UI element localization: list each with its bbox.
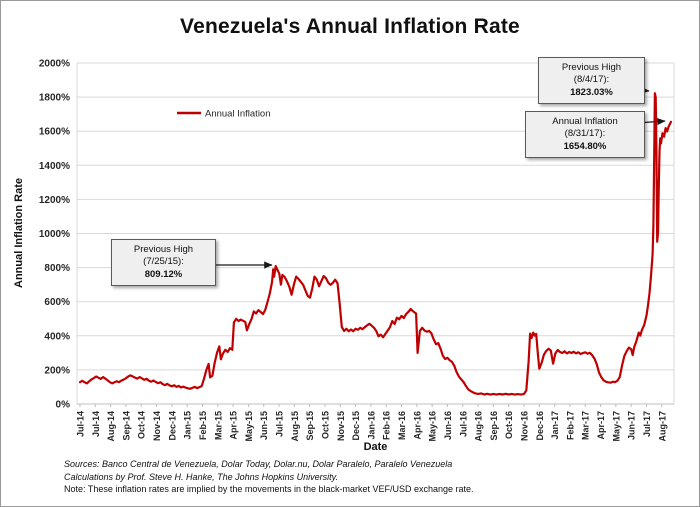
y-tick-label: 1400% — [39, 161, 70, 172]
x-tick-label: Mar-15 — [213, 411, 223, 440]
y-tick-label: 1800% — [39, 93, 70, 104]
x-tick-label: Apr-15 — [229, 411, 239, 440]
x-axis-title: Date — [363, 441, 388, 453]
x-tick-label: Mar-16 — [397, 411, 407, 440]
x-tick-label: Feb-15 — [198, 411, 208, 440]
inflation-line-series — [78, 92, 673, 396]
x-tick-label: Jul-14 — [91, 411, 101, 437]
y-tick-label: 1200% — [39, 195, 70, 206]
callout-previous-high-2015: Previous High (7/25/15): 809.12% — [111, 239, 216, 287]
callout-value: 1654.80% — [563, 140, 607, 152]
sources-note: Sources: Banco Central de Venezuela, Dol… — [64, 459, 453, 469]
x-tick-label: Dec-16 — [535, 411, 545, 441]
x-tick-label: Sep-15 — [305, 411, 315, 441]
x-tick-label: Jun-15 — [259, 411, 269, 440]
x-tick-label: May-17 — [611, 411, 621, 442]
x-tick-label: Jul-15 — [275, 411, 285, 437]
y-tick-label: 200% — [44, 365, 70, 376]
x-tick-label: Apr-17 — [596, 411, 606, 440]
x-tick-label: Dec-14 — [167, 411, 177, 441]
x-tick-label: Jun-16 — [443, 411, 453, 440]
y-tick-label: 1000% — [39, 229, 70, 240]
x-tick-label: Nov-16 — [519, 411, 529, 441]
x-tick-label: Jul-16 — [458, 411, 468, 437]
callout-date: (7/25/15): — [143, 256, 184, 268]
x-tick-label: Aug-14 — [106, 411, 116, 442]
x-tick-label: Dec-15 — [351, 411, 361, 441]
x-tick-label: Sep-14 — [121, 411, 131, 441]
x-tick-label: Jan-15 — [183, 411, 193, 440]
y-tick-label: 600% — [44, 297, 70, 308]
y-tick-label: 800% — [44, 263, 70, 274]
x-tick-label: Oct-16 — [504, 411, 514, 439]
callout-date: (8/4/17): — [573, 74, 610, 86]
x-tick-label: Sep-16 — [489, 411, 499, 441]
x-tick-label: Aug-16 — [474, 411, 484, 442]
callout-label: Annual Inflation — [552, 116, 618, 127]
y-tick-label: 0% — [56, 400, 71, 411]
x-tick-label: Apr-16 — [412, 411, 422, 440]
x-tick-label: Aug-15 — [290, 411, 300, 442]
chart-title: Venezuela's Annual Inflation Rate — [180, 15, 520, 38]
callout-label: Previous High — [561, 62, 622, 73]
y-tick-label: 2000% — [39, 59, 70, 70]
x-tick-label: Jun-17 — [627, 411, 637, 440]
x-tick-label: Nov-14 — [152, 411, 162, 441]
chart-footnotes: Sources: Banco Central de Venezuela, Dol… — [64, 458, 684, 496]
x-tick-label: Aug-17 — [657, 411, 667, 442]
callout-label: Previous High — [133, 244, 194, 255]
x-tick-label: Jan-17 — [550, 411, 560, 440]
calculations-note: Calculations by Prof. Steve H. Hanke, Th… — [64, 471, 338, 482]
x-tick-label: Feb-16 — [382, 411, 392, 440]
x-tick-label: Mar-17 — [581, 411, 591, 440]
methodology-note: Note: These inflation rates are implied … — [64, 484, 474, 495]
x-tick-label: Oct-15 — [320, 411, 330, 439]
x-tick-label: Jul-14 — [76, 411, 86, 437]
x-tick-label: Feb-17 — [565, 411, 575, 440]
callout-annual-inflation-latest: Annual Inflation (8/31/17): 1654.80% — [525, 111, 645, 159]
callout-value: 809.12% — [144, 268, 183, 280]
x-tick-label: Jan-16 — [366, 411, 376, 440]
callout-previous-high-2017: Previous High (8/4/17): 1823.03% — [538, 57, 645, 105]
x-tick-label: Oct-14 — [137, 411, 147, 439]
x-tick-label: Jul-17 — [642, 411, 652, 437]
y-tick-label: 1600% — [39, 127, 70, 138]
x-tick-label: May-16 — [428, 411, 438, 442]
callout-date: (8/31/17): — [564, 128, 606, 140]
x-tick-label: May-15 — [244, 411, 254, 442]
x-tick-label: Nov-15 — [336, 411, 346, 441]
legend-label: Annual Inflation — [205, 109, 271, 120]
callout-value: 1823.03% — [570, 86, 613, 98]
y-tick-label: 400% — [44, 331, 70, 342]
